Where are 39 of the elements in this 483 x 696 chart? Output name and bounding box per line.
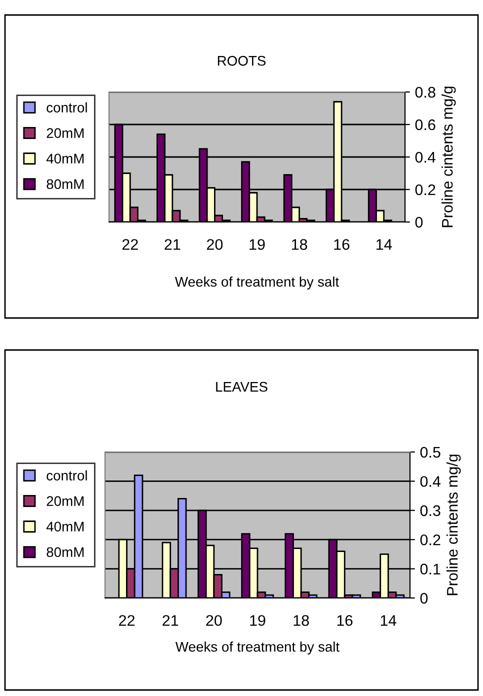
y-tick-label: 0.4 (420, 476, 441, 487)
y-axis-title: Proline cintents mg/g (442, 86, 456, 228)
y-tick-label: 0.2 (415, 184, 436, 196)
x-tick-label: 22 (122, 239, 138, 250)
x-tick-label: 14 (376, 239, 392, 250)
y-tick-label: 0 (415, 216, 423, 228)
x-axis-title: Weeks of treatment by salt (174, 276, 339, 290)
x-tick-label: 20 (206, 239, 223, 250)
y-tick-label: 0.4 (415, 152, 436, 163)
y-tick-label: 0 (420, 592, 428, 604)
y-tick-label: 0.5 (420, 446, 440, 458)
x-tick-label: 20 (206, 615, 222, 626)
chart-title: ROOTS (218, 56, 266, 66)
chart-title: LEAVES (216, 382, 268, 392)
legend-label: 80mM (46, 179, 84, 190)
y-tick-label: 0.6 (415, 119, 436, 130)
legend-label: 40mM (46, 522, 84, 532)
x-tick-label: 14 (380, 615, 396, 626)
y-tick-label: 0.8 (415, 86, 436, 98)
y-tick-label: 0.1 (420, 564, 440, 574)
y-axis-title: Proline cintents mg/g (446, 454, 461, 596)
x-tick-label: 16 (337, 615, 352, 626)
x-tick-label: 16 (334, 239, 350, 250)
legend-label: 80mM (46, 547, 84, 558)
y-tick-label: 0.2 (420, 534, 440, 546)
legend-label: 40mM (46, 154, 84, 164)
legend-label: 20mM (46, 496, 84, 506)
x-tick-label: 19 (250, 239, 265, 250)
x-axis-title: Weeks of treatment by salt (175, 642, 340, 654)
x-tick-label: 18 (294, 615, 309, 626)
x-tick-label: 21 (164, 239, 180, 250)
x-tick-label: 22 (119, 615, 135, 626)
legend-label: control (46, 470, 87, 480)
y-tick-label: 0.3 (420, 505, 440, 516)
legend-label: 20mM (46, 128, 84, 138)
x-tick-label: 19 (250, 615, 266, 626)
x-tick-label: 18 (292, 239, 308, 250)
legend-label: control (46, 102, 87, 112)
x-tick-label: 21 (162, 615, 178, 626)
